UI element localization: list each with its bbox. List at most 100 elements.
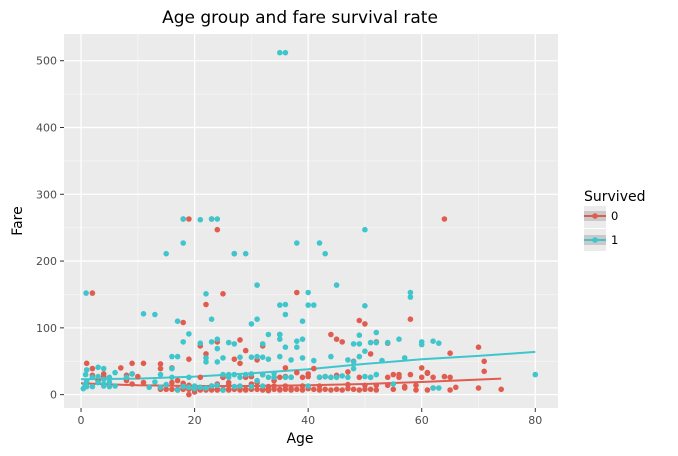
data-point [373,339,380,346]
data-point [362,321,368,327]
data-point [174,318,181,325]
legend-title: Survived [584,189,645,205]
data-point [356,374,363,381]
data-point [163,381,169,388]
data-point [100,383,107,389]
data-point [89,374,96,381]
data-point [316,387,323,393]
data-point [231,383,238,390]
data-point [180,319,186,326]
series-1-points [80,49,539,393]
data-point [135,373,141,380]
data-point [191,383,198,389]
legend-label-1: 1 [611,233,618,247]
data-point [396,374,402,381]
data-point [356,332,363,339]
data-point [259,371,266,378]
data-point [373,371,380,378]
data-point [83,378,90,385]
data-point [225,379,232,386]
data-point [447,374,453,381]
data-point [180,216,186,222]
data-point [436,385,442,391]
data-point [214,216,221,222]
data-point [265,374,272,381]
data-point [225,387,232,393]
data-point [305,302,312,308]
data-point [242,347,249,354]
data-point [288,357,294,363]
data-point [328,374,334,381]
data-point [237,354,243,361]
data-point [333,282,340,288]
data-point [129,381,135,387]
data-point [180,383,186,390]
data-point [424,370,431,377]
data-point [208,383,215,389]
data-point [350,341,357,347]
minor-gridlines [64,34,558,408]
data-point [362,226,368,233]
data-point [163,386,169,393]
data-point [481,368,488,375]
data-point [299,355,306,361]
data-point [169,379,175,386]
data-point [311,302,317,308]
data-point [362,382,368,389]
data-point [214,336,221,343]
data-point [333,374,340,381]
data-point [350,359,357,365]
data-point [89,290,96,296]
y-tick-label: 100 [36,322,57,335]
data-point [390,381,397,387]
data-point [277,374,283,381]
data-point [214,382,221,389]
data-point [532,371,539,378]
data-point [242,387,249,393]
data-point [367,339,374,346]
legend-item-1: 1 [584,229,618,251]
data-point [475,385,482,391]
data-point [345,357,351,363]
data-point [248,383,255,390]
data-point [83,367,90,373]
data-point [123,374,130,381]
data-point [100,376,107,383]
data-point [299,387,306,393]
data-point [259,341,266,347]
data-point [242,371,249,378]
data-point [254,316,260,323]
data-point [339,339,346,345]
data-point [82,371,89,378]
x-tick-label: 80 [528,414,542,427]
data-point [174,387,181,393]
major-gridlines [64,34,558,408]
data-point [214,387,221,393]
data-point [288,374,294,381]
data-point [288,387,294,393]
data-point [407,294,414,300]
data-point [282,301,289,308]
data-point [208,216,215,222]
data-point [436,340,442,347]
data-point [384,339,391,346]
data-point [157,365,164,372]
data-point [248,371,255,377]
data-point [430,374,436,381]
data-point [362,348,368,355]
scatter-points [80,49,539,398]
data-point [214,226,221,233]
legend-label-0: 0 [611,209,618,223]
data-point [112,369,118,376]
y-tick-label: 200 [36,255,57,268]
data-point [356,353,363,360]
data-point [350,365,357,372]
data-point [146,384,152,391]
data-point [299,318,306,325]
data-point [208,316,215,323]
data-point [322,373,329,380]
data-point [106,379,113,385]
data-point [379,357,385,364]
data-point [208,339,215,345]
data-point [203,291,209,297]
